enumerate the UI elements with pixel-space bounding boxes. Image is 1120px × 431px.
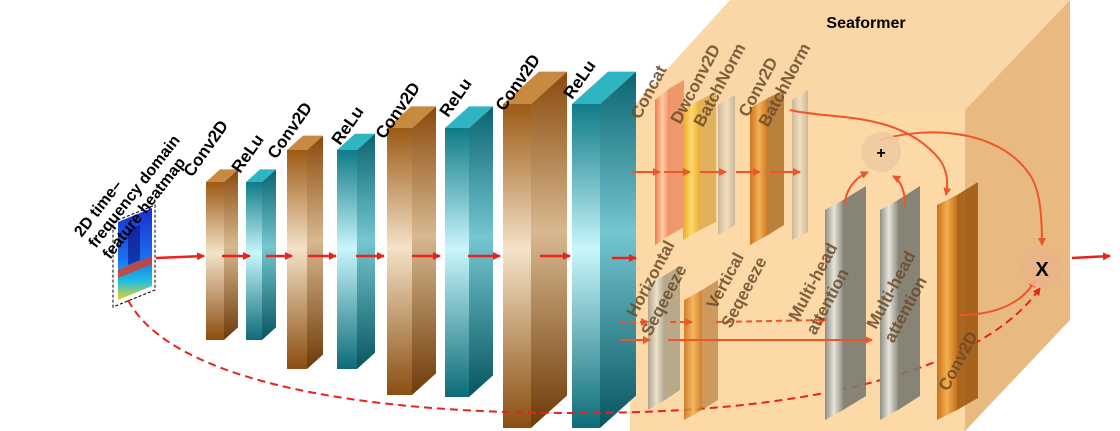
layer-side-face xyxy=(412,106,436,396)
layer-front-face xyxy=(206,182,224,340)
relu-layer-6: ReLu xyxy=(436,75,493,398)
horizontal-squeeze-block xyxy=(648,275,665,410)
batchnorm-block-2 xyxy=(792,90,808,240)
skip-connection xyxy=(127,287,1041,415)
layer-front-face xyxy=(445,128,469,397)
main-flow-arrows xyxy=(155,252,1111,262)
layer-front-face xyxy=(572,104,600,428)
layer-side-face xyxy=(531,71,567,428)
conv2d-layer-7: Conv2D xyxy=(492,51,567,428)
conv2d-layer-5: Conv2D xyxy=(372,79,436,396)
layer-top-face xyxy=(387,106,436,128)
layer-front-face xyxy=(287,150,307,369)
layer-top-face xyxy=(572,71,636,104)
plus-node: + xyxy=(861,132,901,172)
vertical-squeeze-block xyxy=(684,290,702,420)
layer-side-face xyxy=(600,71,636,428)
seaformer-lower-branch xyxy=(620,109,1046,420)
times-symbol: X xyxy=(1035,259,1049,281)
layer-top-face xyxy=(246,169,276,182)
layer-front-face xyxy=(503,104,531,428)
times-node: X xyxy=(1022,248,1062,288)
seaformer-top-branch xyxy=(632,80,808,245)
layer-side-face xyxy=(224,169,238,340)
mha-block-1 xyxy=(825,200,843,420)
mha-block-2 xyxy=(880,200,898,420)
layer-top-face xyxy=(503,71,567,104)
layer-side-face xyxy=(357,133,375,369)
concat-block xyxy=(655,88,670,245)
layer-top-face xyxy=(337,133,375,150)
layer-side-face xyxy=(262,169,276,340)
layer-front-face xyxy=(387,128,412,395)
seaformer-box-top xyxy=(630,0,1070,110)
seaformer-title: Seaformer xyxy=(826,15,905,32)
layer-side-face xyxy=(469,106,493,398)
layer-front-face xyxy=(337,150,357,369)
layer-top-face xyxy=(445,106,493,128)
dwconv-block xyxy=(683,100,700,240)
relu-layer-8: ReLu xyxy=(560,57,636,428)
layer-front-face xyxy=(246,182,262,340)
layer-side-face xyxy=(307,135,323,369)
layer-top-face xyxy=(287,135,323,150)
seaformer-box-side xyxy=(965,0,1070,431)
batchnorm-block-1 xyxy=(718,95,735,235)
conv2d-layer-1: Conv2D xyxy=(180,117,238,340)
layer-top-face xyxy=(206,169,238,182)
conv2d-block-bottom xyxy=(937,195,957,420)
plus-symbol: + xyxy=(876,145,885,162)
relu-layer-4: ReLu xyxy=(328,103,375,369)
input-heatmap xyxy=(112,204,156,308)
